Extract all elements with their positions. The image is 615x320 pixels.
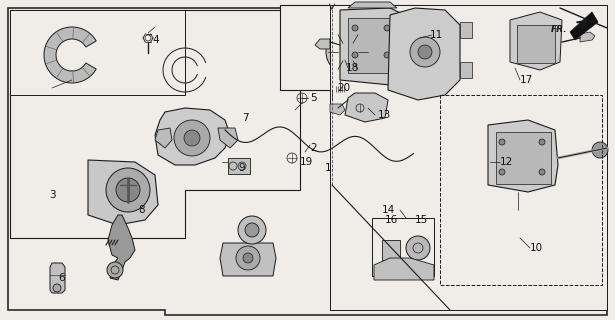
Polygon shape (10, 10, 185, 95)
Circle shape (352, 25, 358, 31)
Bar (348, 18, 396, 73)
Circle shape (245, 223, 259, 237)
Text: 18: 18 (346, 63, 359, 73)
Text: 10: 10 (530, 243, 543, 253)
Circle shape (236, 246, 260, 270)
Circle shape (116, 178, 140, 202)
Circle shape (326, 30, 370, 74)
Polygon shape (88, 160, 158, 225)
Text: 7: 7 (242, 113, 248, 123)
Text: 3: 3 (49, 190, 55, 200)
Circle shape (499, 139, 505, 145)
Circle shape (410, 37, 440, 67)
Polygon shape (315, 39, 330, 49)
Bar (460, 62, 472, 78)
Text: 19: 19 (300, 157, 313, 167)
Polygon shape (218, 128, 238, 148)
Bar (382, 240, 400, 260)
Polygon shape (44, 27, 97, 83)
Polygon shape (510, 12, 562, 70)
Circle shape (418, 45, 432, 59)
Text: 14: 14 (381, 205, 395, 215)
Circle shape (338, 42, 358, 62)
Text: FR.: FR. (550, 26, 567, 35)
Circle shape (107, 262, 123, 278)
Circle shape (384, 52, 390, 58)
Polygon shape (50, 263, 65, 293)
Text: 5: 5 (310, 93, 317, 103)
Polygon shape (340, 8, 420, 85)
Text: 2: 2 (310, 143, 317, 153)
Text: 16: 16 (385, 215, 398, 225)
Polygon shape (155, 128, 172, 148)
Polygon shape (155, 108, 230, 165)
Circle shape (592, 142, 608, 158)
Text: 17: 17 (520, 75, 533, 85)
Polygon shape (330, 104, 345, 115)
Circle shape (384, 25, 390, 31)
Polygon shape (10, 10, 300, 238)
Circle shape (243, 253, 253, 263)
Text: 13: 13 (378, 110, 391, 120)
Polygon shape (388, 8, 460, 100)
Circle shape (334, 74, 346, 86)
Circle shape (53, 284, 61, 292)
Polygon shape (345, 93, 388, 122)
Circle shape (174, 120, 210, 156)
Text: 8: 8 (139, 205, 145, 215)
Circle shape (352, 52, 358, 58)
Text: 1: 1 (325, 163, 331, 173)
Polygon shape (108, 215, 135, 280)
Bar (496, 132, 551, 184)
Text: 11: 11 (430, 30, 443, 40)
Polygon shape (374, 258, 434, 280)
Polygon shape (8, 8, 607, 315)
Text: 6: 6 (58, 273, 65, 283)
Text: 4: 4 (152, 35, 159, 45)
Circle shape (406, 236, 430, 260)
Polygon shape (580, 32, 595, 42)
Polygon shape (348, 2, 397, 8)
Bar (517, 25, 555, 63)
Bar (440, 95, 602, 285)
Polygon shape (413, 148, 426, 160)
Polygon shape (220, 243, 276, 276)
Polygon shape (330, 5, 607, 310)
Circle shape (106, 168, 150, 212)
Circle shape (238, 216, 266, 244)
Circle shape (539, 169, 545, 175)
Text: 15: 15 (415, 215, 428, 225)
Text: 20: 20 (337, 83, 350, 93)
Polygon shape (488, 120, 558, 192)
Polygon shape (570, 12, 598, 40)
Text: 9: 9 (238, 163, 245, 173)
Bar (228, 158, 250, 174)
Circle shape (539, 139, 545, 145)
Bar (372, 218, 434, 276)
Circle shape (184, 130, 200, 146)
Bar (460, 22, 472, 38)
Polygon shape (280, 5, 420, 90)
Text: 12: 12 (500, 157, 514, 167)
Circle shape (499, 169, 505, 175)
